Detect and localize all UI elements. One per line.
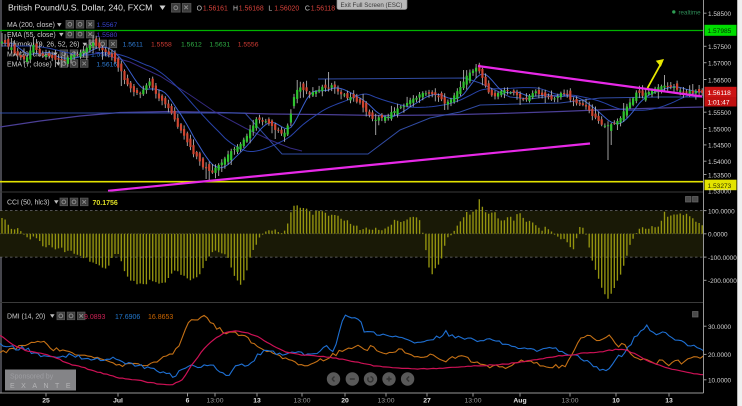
svg-text:30.0000: 30.0000 — [708, 324, 732, 331]
svg-text:1.56020: 1.56020 — [274, 5, 299, 12]
svg-text:1.5616: 1.5616 — [96, 61, 117, 68]
svg-text:13: 13 — [253, 398, 261, 405]
svg-text:1.56168: 1.56168 — [239, 5, 264, 12]
svg-text:-200.0000: -200.0000 — [708, 278, 737, 285]
svg-text:1.5631: 1.5631 — [209, 42, 230, 49]
svg-text:H: H — [233, 5, 238, 12]
svg-text:1.5567: 1.5567 — [97, 22, 118, 29]
svg-text:20.0000: 20.0000 — [708, 352, 732, 359]
svg-text:1.54000: 1.54000 — [708, 159, 732, 166]
svg-text:Exit Full Screen (ESC): Exit Full Screen (ESC) — [341, 2, 403, 9]
svg-text:70.1756: 70.1756 — [93, 200, 118, 207]
svg-text:1.53000: 1.53000 — [708, 189, 732, 196]
svg-text:13: 13 — [665, 398, 673, 405]
svg-text:L: L — [268, 5, 272, 12]
svg-text:EMA (7, close): EMA (7, close) — [7, 61, 52, 68]
svg-text:-100.0000: -100.0000 — [708, 255, 737, 262]
svg-text:realtime: realtime — [679, 9, 702, 16]
svg-text:C: C — [305, 5, 310, 12]
svg-text:1.55000: 1.55000 — [708, 126, 732, 133]
svg-text:1.55500: 1.55500 — [708, 110, 732, 117]
svg-text:10: 10 — [612, 398, 620, 405]
svg-text:CCI (50, hlc3): CCI (50, hlc3) — [7, 200, 50, 207]
svg-text:Ichimoku (9, 26, 52, 26): Ichimoku (9, 26, 52, 26) — [7, 42, 79, 49]
svg-text:1.5580: 1.5580 — [97, 32, 118, 39]
svg-text:13:00: 13:00 — [561, 398, 578, 405]
svg-text:13:00: 13:00 — [293, 398, 310, 405]
svg-text:1.54500: 1.54500 — [708, 143, 732, 150]
svg-text:Sponsored by: Sponsored by — [10, 374, 54, 381]
svg-text:0.0000: 0.0000 — [708, 232, 728, 239]
svg-text:EMA (55, close): EMA (55, close) — [7, 32, 56, 39]
svg-text:1.5558: 1.5558 — [151, 42, 172, 49]
svg-text:13:00: 13:00 — [377, 398, 394, 405]
svg-text:25: 25 — [42, 398, 50, 405]
svg-text:Jul: Jul — [113, 398, 123, 405]
svg-text:1.5612: 1.5612 — [181, 42, 202, 49]
svg-text:Aug: Aug — [513, 398, 526, 405]
svg-text:1.57000: 1.57000 — [708, 61, 732, 68]
svg-text:6: 6 — [186, 398, 190, 405]
svg-text:17.6906: 17.6906 — [115, 314, 140, 321]
svg-text:1.5589: 1.5589 — [91, 52, 112, 59]
svg-text:DMI (14, 20): DMI (14, 20) — [7, 314, 45, 321]
svg-text:MA (20, close): MA (20, close) — [7, 52, 51, 59]
svg-text:1.57500: 1.57500 — [708, 44, 732, 51]
svg-text:27: 27 — [423, 398, 431, 405]
svg-text:9.0893: 9.0893 — [84, 314, 106, 321]
svg-text:13:00: 13:00 — [206, 398, 223, 405]
svg-text:1.5556: 1.5556 — [238, 42, 259, 49]
svg-text:1.56161: 1.56161 — [203, 5, 228, 12]
svg-text:1.58500: 1.58500 — [708, 11, 732, 18]
svg-text:EXANTE: EXANTE — [10, 383, 77, 390]
svg-text:1.53273: 1.53273 — [708, 183, 732, 190]
svg-text:100.0000: 100.0000 — [708, 208, 735, 215]
svg-text:13:00: 13:00 — [464, 398, 481, 405]
svg-text:1:01:47: 1:01:47 — [708, 100, 730, 107]
svg-text:O: O — [197, 5, 203, 12]
svg-text:1.56118: 1.56118 — [708, 90, 732, 97]
svg-text:1.5611: 1.5611 — [123, 42, 144, 49]
svg-text:MA (200, close): MA (200, close) — [7, 22, 55, 29]
svg-text:British Pound/U.S. Dollar, 240: British Pound/U.S. Dollar, 240, FXCM — [8, 2, 152, 12]
svg-text:20: 20 — [341, 398, 349, 405]
svg-text:16.8653: 16.8653 — [148, 314, 173, 321]
svg-text:10.0000: 10.0000 — [708, 378, 732, 385]
svg-text:1.57985: 1.57985 — [708, 28, 732, 35]
svg-text:1.56118: 1.56118 — [311, 5, 336, 12]
svg-text:1.56500: 1.56500 — [708, 77, 732, 84]
svg-text:1.53500: 1.53500 — [708, 172, 732, 179]
